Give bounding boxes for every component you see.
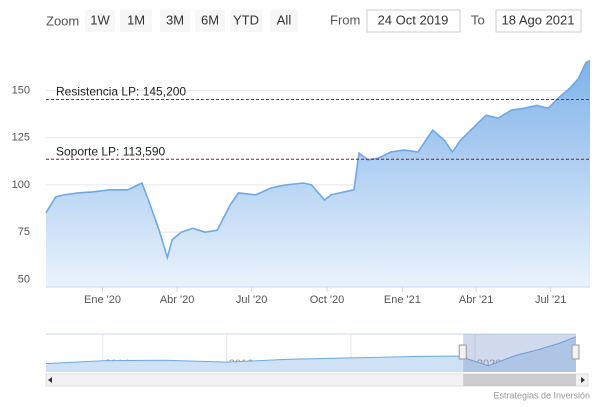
x-tick-label: Ene '21 — [384, 294, 421, 306]
button-bg[interactable] — [270, 10, 298, 32]
price-line — [45, 59, 591, 261]
range-button[interactable]: 1M — [120, 10, 152, 32]
navigator-line — [45, 336, 577, 367]
y-tick-label: 50 — [18, 273, 30, 285]
plot-line-label: Soporte LP: 113,590 — [56, 144, 166, 158]
navigator-area — [46, 336, 576, 372]
to-label: To — [471, 12, 485, 27]
button-label[interactable]: 1M — [127, 12, 145, 27]
to-input[interactable] — [495, 9, 582, 33]
x-tick-label: Abr '20 — [160, 294, 195, 306]
button-bg[interactable] — [160, 10, 190, 32]
button-label[interactable]: 6M — [201, 12, 219, 27]
range-button[interactable]: All — [270, 10, 298, 32]
x-tick-label: Ene '20 — [84, 294, 121, 306]
zoom-label: Zoom — [46, 13, 79, 28]
button-bg[interactable] — [85, 10, 115, 32]
y-tick-label: 75 — [18, 226, 30, 238]
button-label[interactable]: 1W — [90, 12, 110, 27]
x-tick-label: Jul '20 — [236, 294, 267, 306]
x-tick-label: Oct '20 — [310, 294, 345, 306]
y-tick-label: 125 — [12, 132, 30, 144]
scroll-right[interactable] — [581, 377, 585, 383]
button-bg[interactable] — [230, 10, 262, 32]
from-value[interactable]: 24 Oct 2019 — [378, 12, 449, 27]
range-button[interactable]: 3M — [160, 10, 190, 32]
area-fill — [46, 60, 590, 287]
from-input[interactable] — [366, 9, 461, 33]
button-label[interactable]: All — [277, 12, 292, 27]
y-tick-label: 100 — [12, 179, 30, 191]
button-label[interactable]: 3M — [166, 12, 184, 27]
plot-line-label: Resistencia LP: 145,200 — [56, 85, 186, 99]
y-tick-label: 150 — [12, 84, 30, 96]
x-tick-label: Abr '21 — [459, 294, 494, 306]
scrollbar-track[interactable] — [45, 373, 589, 387]
range-button[interactable]: 1W — [85, 10, 115, 32]
navigator-mask[interactable] — [463, 334, 576, 372]
range-button[interactable]: 6M — [195, 10, 225, 32]
from-label: From — [330, 12, 360, 27]
button-bg[interactable] — [120, 10, 152, 32]
navigator-handle[interactable] — [458, 344, 467, 360]
button-label[interactable]: YTD — [233, 12, 259, 27]
range-button[interactable]: YTD — [230, 10, 262, 32]
x-tick-label: Jul '21 — [535, 294, 566, 306]
scrollbar-thumb[interactable] — [463, 374, 576, 386]
to-value[interactable]: 18 Ago 2021 — [501, 12, 574, 27]
navigator-handle[interactable] — [571, 344, 580, 360]
button-bg[interactable] — [195, 10, 225, 32]
credits: Estrategias de Inversión — [493, 390, 590, 400]
scroll-left[interactable] — [48, 377, 52, 383]
